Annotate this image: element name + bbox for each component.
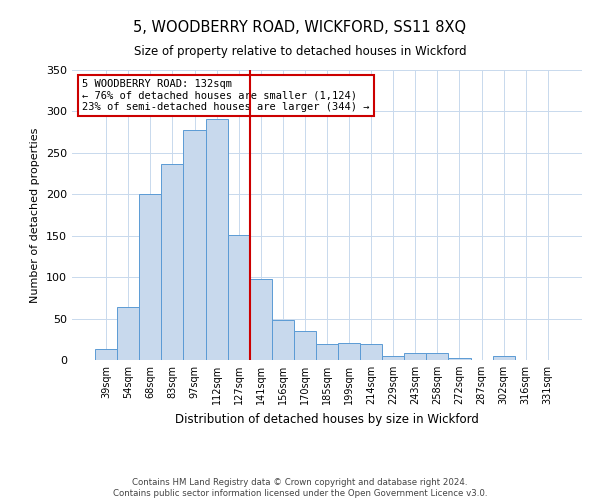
Bar <box>184 130 206 360</box>
Bar <box>448 358 470 360</box>
Text: 5, WOODBERRY ROAD, WICKFORD, SS11 8XQ: 5, WOODBERRY ROAD, WICKFORD, SS11 8XQ <box>133 20 467 35</box>
Text: 5 WOODBERRY ROAD: 132sqm
← 76% of detached houses are smaller (1,124)
23% of sem: 5 WOODBERRY ROAD: 132sqm ← 76% of detach… <box>82 78 370 112</box>
Bar <box>427 354 448 360</box>
Bar <box>250 279 272 360</box>
Text: Size of property relative to detached houses in Wickford: Size of property relative to detached ho… <box>134 45 466 58</box>
Bar <box>139 194 161 360</box>
Bar <box>294 331 316 360</box>
Bar <box>161 164 184 360</box>
Bar <box>272 320 294 360</box>
Bar <box>493 356 515 360</box>
Text: Contains HM Land Registry data © Crown copyright and database right 2024.
Contai: Contains HM Land Registry data © Crown c… <box>113 478 487 498</box>
Bar <box>316 344 338 360</box>
Bar <box>360 344 382 360</box>
Bar <box>206 119 227 360</box>
X-axis label: Distribution of detached houses by size in Wickford: Distribution of detached houses by size … <box>175 412 479 426</box>
Bar <box>404 354 427 360</box>
Bar <box>117 307 139 360</box>
Bar <box>382 356 404 360</box>
Y-axis label: Number of detached properties: Number of detached properties <box>31 128 40 302</box>
Bar <box>227 235 250 360</box>
Bar <box>338 344 360 360</box>
Bar <box>95 349 117 360</box>
